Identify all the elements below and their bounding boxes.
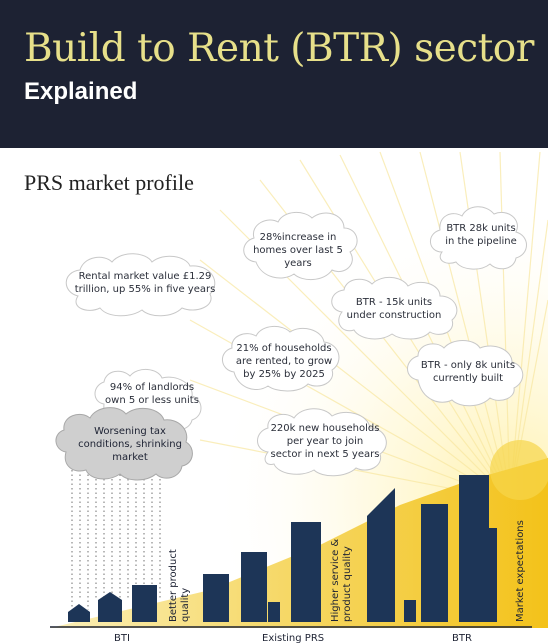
rain-icon: [71, 470, 161, 610]
cloud-new-households: [257, 408, 387, 477]
header-banner: Build to Rent (BTR) sector Explained: [0, 0, 548, 148]
cloud-rental-market: [65, 253, 216, 317]
axis-label-bti: BTI: [114, 633, 130, 644]
cloud-landlords-text: 94% of landlords own 5 or less units: [105, 382, 199, 406]
axis-label-existing-prs: Existing PRS: [262, 633, 325, 644]
btr-buildings: [367, 475, 497, 622]
cloud-btr-built: [407, 340, 524, 407]
cloud-increase-homes-text: 28%increase in homes over last 5 years: [253, 232, 343, 269]
bti-buildings: [68, 585, 157, 622]
higher-service-label: Higher service & product quality: [330, 538, 353, 622]
cloud-households-rented: [222, 326, 340, 392]
prs-buildings: [203, 522, 321, 622]
cloud-btr-pipeline: [430, 206, 527, 270]
cloud-households-rented-text: 21% of households are rented, to grow by…: [235, 343, 333, 380]
axis-label-btr: BTR: [452, 633, 472, 644]
cloud-btr-construction-text: BTR - 15k units under construction: [346, 297, 442, 321]
market-expectations-label: Market expectations: [515, 520, 526, 622]
cloud-worsening: [55, 407, 193, 481]
cloud-btr-construction: [331, 277, 458, 340]
page-title: Build to Rent (BTR) sector: [24, 26, 534, 71]
cloud-worsening-text: Worsening tax conditions, shrinking mark…: [78, 426, 182, 463]
sun-icon: [490, 440, 548, 500]
cloud-btr-built-text: BTR - only 8k units currently built: [420, 360, 516, 384]
cloud-rental-market-text: Rental market value £1.29 trillion, up 5…: [74, 271, 216, 295]
cloud-shapes: [55, 206, 527, 481]
cloud-btr-pipeline-text: BTR 28k units in the pipeline: [445, 223, 517, 247]
section-title: PRS market profile: [24, 170, 194, 195]
cloud-new-households-text: 220k new households per year to join sec…: [270, 423, 380, 460]
better-quality-label: Better product quality: [168, 549, 191, 622]
page-subtitle: Explained: [24, 78, 138, 105]
cloud-increase-homes: [243, 212, 358, 280]
buildings: [68, 475, 497, 622]
